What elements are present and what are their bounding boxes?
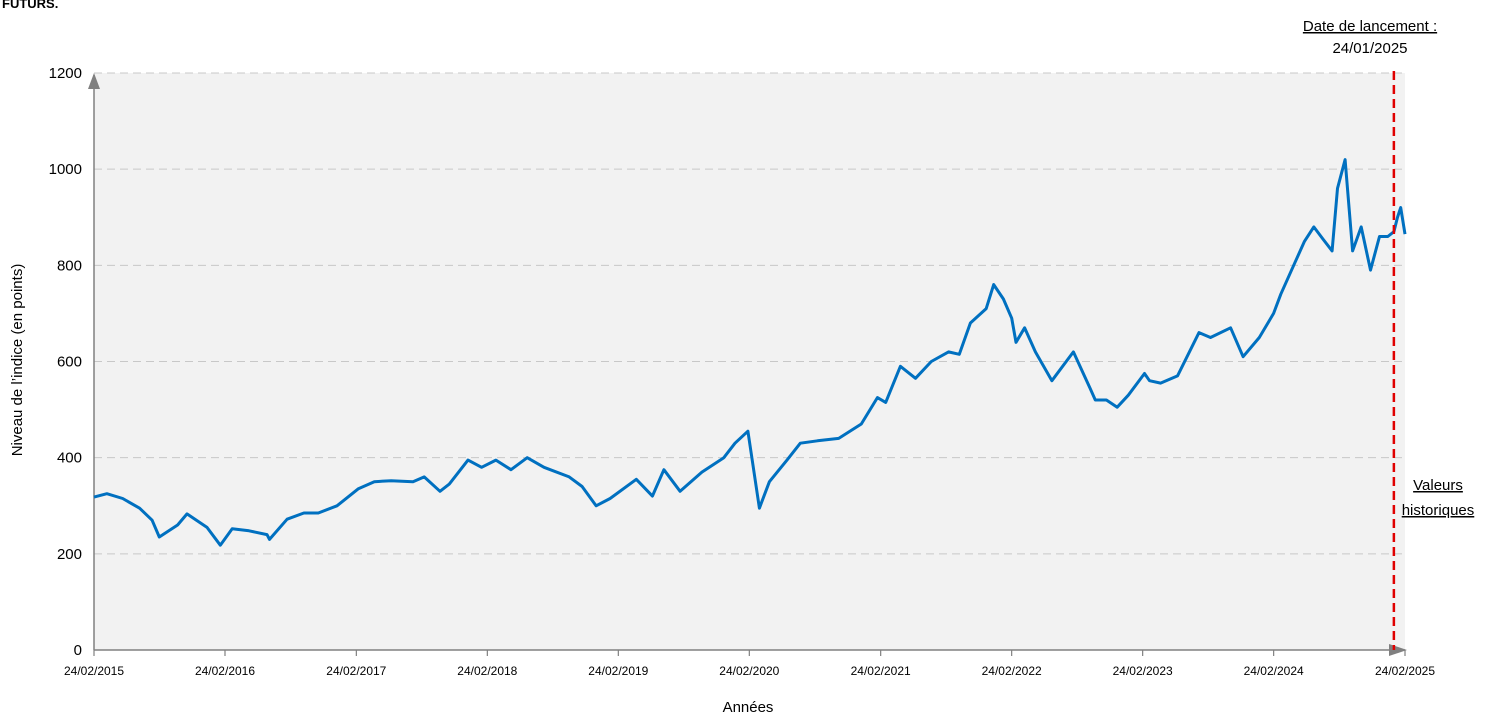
launch-label: Date de lancement : — [1303, 18, 1437, 35]
y-axis-title: Niveau de l’indice (en points) — [9, 264, 26, 457]
x-tick-label: 24/02/2023 — [1113, 664, 1173, 678]
x-tick-labels: 24/02/2015 24/02/2016 24/02/2017 24/02/2018… — [64, 664, 1435, 678]
x-tick-label: 24/02/2016 — [195, 664, 255, 678]
x-tick-label: 24/02/2020 — [719, 664, 779, 678]
x-tick-label: 24/02/2021 — [851, 664, 911, 678]
x-tick-label: 24/02/2022 — [982, 664, 1042, 678]
historic-values-label-line2: historiques — [1402, 502, 1475, 519]
y-tick-label: 1200 — [49, 65, 82, 82]
x-tick-label: 24/02/2017 — [326, 664, 386, 678]
x-tick-label: 24/02/2018 — [457, 664, 517, 678]
historic-values-label-line1: Valeurs — [1413, 477, 1463, 494]
x-tick-label: 24/02/2015 — [64, 664, 124, 678]
y-tick-label: 600 — [57, 354, 82, 371]
y-tick-label: 200 — [57, 546, 82, 563]
x-axis-title: Années — [723, 699, 774, 716]
launch-date-label: 24/01/2025 — [1332, 40, 1407, 57]
x-tick-label: 24/02/2019 — [588, 664, 648, 678]
y-tick-label: 800 — [57, 257, 82, 274]
gridlines — [94, 72, 1405, 555]
series-line — [93, 158, 1407, 547]
axes — [88, 73, 1407, 656]
x-tick-label: 24/02/2024 — [1244, 664, 1304, 678]
page-title: FUTURS. — [2, 0, 59, 11]
y-tick-label: 0 — [74, 642, 82, 659]
x-tick-label: 24/02/2025 — [1375, 664, 1435, 678]
y-tick-labels: 0 200 400 600 800 1000 1200 — [49, 65, 82, 659]
y-tick-label: 400 — [57, 450, 82, 467]
y-axis-arrow — [88, 73, 100, 89]
y-tick-label: 1000 — [49, 161, 82, 178]
